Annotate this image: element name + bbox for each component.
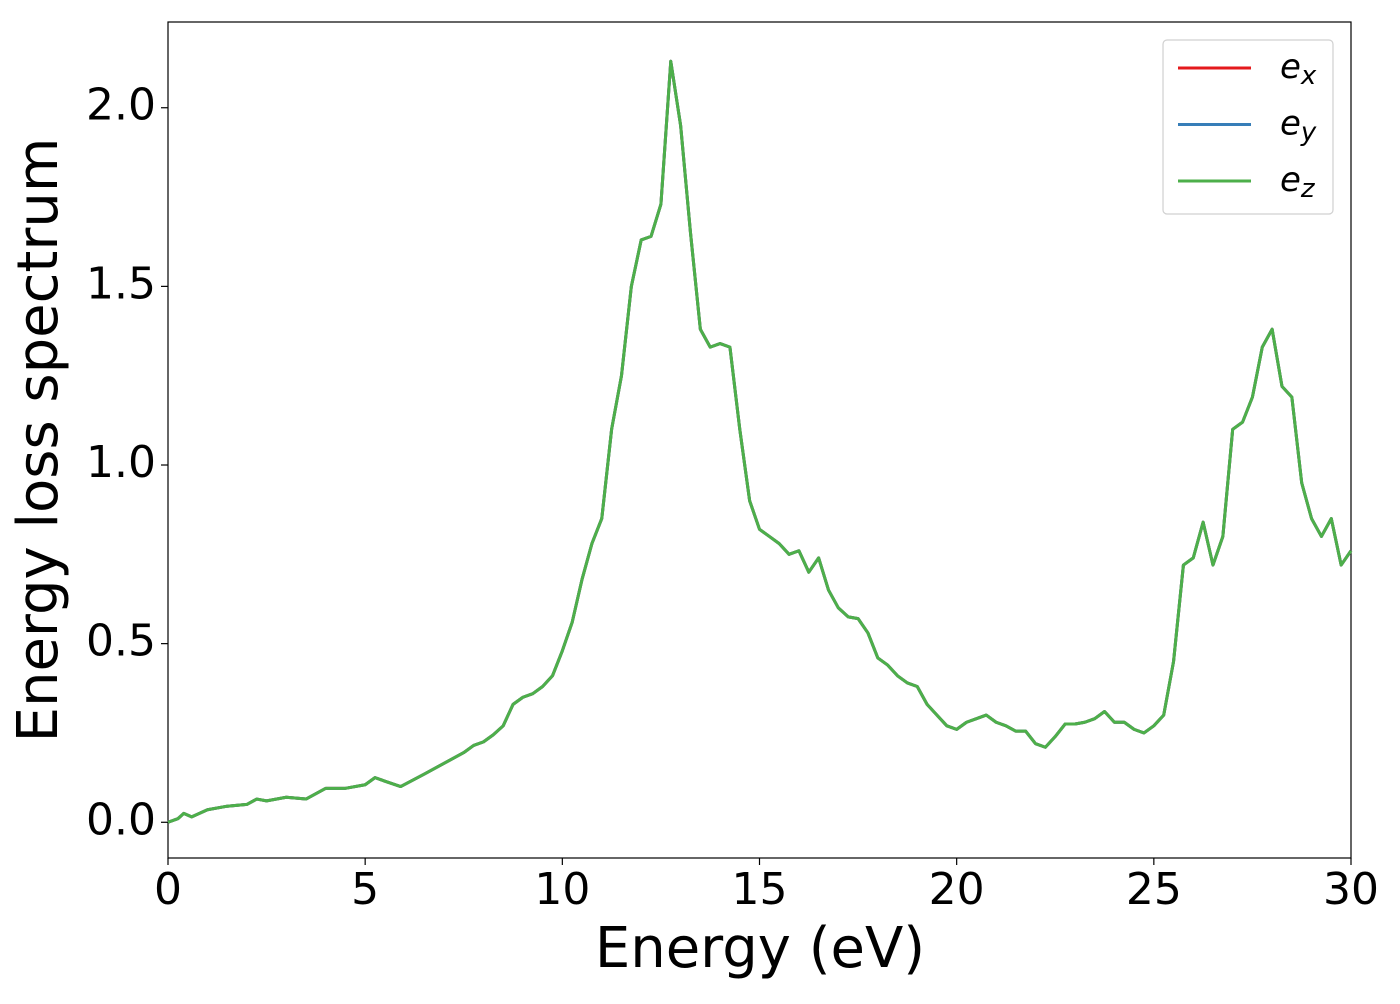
x-tick-label: 20 — [929, 864, 985, 915]
plot-frame — [167, 21, 1352, 859]
y-tick-label: 1.5 — [86, 258, 156, 309]
x-axis-label: Energy (eV) — [595, 916, 925, 981]
x-tick-label: 10 — [534, 864, 590, 915]
legend-label: ey — [1280, 103, 1317, 147]
y-tick-label: 1.0 — [86, 437, 156, 488]
x-tick-label: 5 — [351, 864, 379, 915]
y-tick-label: 0.0 — [86, 794, 156, 845]
x-tick-label: 30 — [1323, 864, 1379, 915]
x-tick-label: 15 — [732, 864, 788, 915]
legend-label: ex — [1280, 47, 1317, 91]
x-tick-label: 25 — [1126, 864, 1182, 915]
legend-box — [1162, 39, 1334, 215]
x-tick-label: 0 — [154, 864, 182, 915]
y-axis-label: Energy loss spectrum — [6, 138, 71, 743]
y-tick-label: 0.5 — [86, 616, 156, 667]
series-line — [167, 59, 1353, 824]
y-tick-label: 2.0 — [86, 80, 156, 131]
legend-label: ez — [1280, 160, 1316, 204]
